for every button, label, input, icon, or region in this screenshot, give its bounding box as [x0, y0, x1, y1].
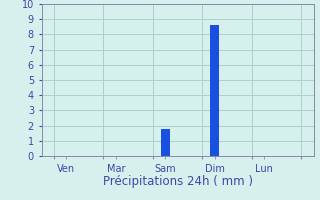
Bar [161, 129, 170, 156]
Bar [210, 25, 219, 156]
X-axis label: Précipitations 24h ( mm ): Précipitations 24h ( mm ) [103, 175, 252, 188]
